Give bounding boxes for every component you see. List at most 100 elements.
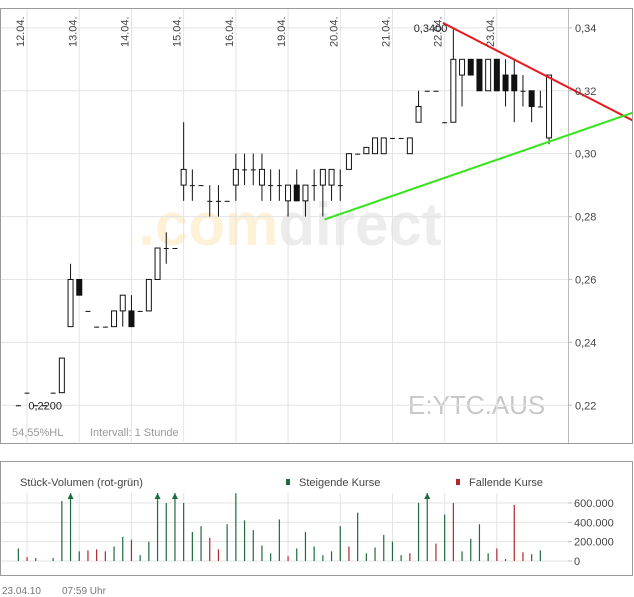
- candle-body: [76, 278, 83, 296]
- candle-body: [328, 168, 335, 186]
- trendline: [442, 21, 632, 122]
- candle-body: [380, 137, 387, 155]
- trendline: [324, 111, 632, 221]
- candle-body: [189, 185, 195, 187]
- candle-body: [242, 169, 248, 171]
- legend-label: Fallende Kurse: [469, 477, 543, 489]
- x-tick-label: 16.04.: [224, 16, 236, 47]
- candle-body: [94, 326, 100, 328]
- candle-body: [15, 405, 21, 407]
- candle-body: [41, 405, 47, 407]
- candle-body: [154, 247, 161, 280]
- range-note: 54,55%HL: [12, 427, 63, 439]
- candle-body: [198, 185, 204, 187]
- candle-body: [319, 168, 326, 186]
- candle-body: [476, 58, 483, 92]
- candle-body: [224, 200, 230, 202]
- candle-body: [528, 90, 535, 107]
- candle-body: [85, 310, 91, 312]
- candle-body: [502, 74, 509, 92]
- volume-plot: 0 200.000 400.000 600.000 Steigende Kurse Fal…: [1, 477, 614, 568]
- candle-body: [442, 122, 448, 124]
- legend-swatch: [286, 479, 290, 485]
- price-labels: 0,22 0,24 0,26 0,28 0,30 0,32 0,34 12.04. 13.04.…: [15, 16, 596, 412]
- candle-body: [119, 294, 126, 312]
- candle-body: [546, 74, 553, 139]
- annotation: 0,3400: [414, 23, 448, 35]
- y-tick-label: 0,26: [575, 274, 596, 286]
- candle-body: [511, 74, 518, 92]
- x-tick-label: 21.04.: [380, 16, 392, 47]
- overflow-arrow: [424, 493, 431, 499]
- candle-body: [172, 248, 178, 250]
- candle-body: [493, 58, 500, 92]
- candle-body: [232, 168, 239, 186]
- interval: Intervall: 1 Stunde: [90, 427, 179, 439]
- y-tick-label: 0,32: [575, 86, 596, 98]
- candle-body: [180, 168, 187, 186]
- candle-body: [276, 185, 282, 187]
- candle-body: [467, 58, 474, 76]
- y-tick-label: 0,30: [575, 149, 596, 161]
- x-tick-label: 13.04.: [67, 16, 79, 47]
- candle-body: [520, 90, 526, 92]
- x-tick-label: 22.04.: [433, 16, 445, 47]
- x-tick-label: 23.04.: [485, 16, 497, 47]
- candle-body: [58, 357, 65, 394]
- y-tick-label: 0,24: [575, 337, 596, 349]
- candle-body: [50, 392, 56, 394]
- candle-body: [137, 310, 143, 312]
- candle-body: [111, 310, 118, 328]
- candle-body: [258, 168, 265, 186]
- footer-date: 23.04.10: [2, 586, 41, 597]
- candle-body: [450, 58, 457, 123]
- volume-title: Stück-Volumen (rot-grün): [20, 477, 143, 489]
- y-tick-label: 600.000: [574, 498, 614, 510]
- overflow-arrow: [154, 493, 161, 499]
- candle-body: [389, 137, 395, 139]
- overflow-arrow: [67, 493, 74, 499]
- overflow-arrow: [171, 493, 178, 499]
- candle-body: [67, 278, 74, 328]
- candle-body: [537, 106, 543, 108]
- x-tick-label: 14.04.: [119, 16, 131, 47]
- candle-body: [102, 326, 108, 328]
- candle-body: [268, 185, 274, 187]
- x-tick-label: 15.04.: [172, 16, 184, 47]
- candle-body: [363, 146, 370, 155]
- candle-body: [33, 405, 39, 407]
- candle-body: [459, 58, 466, 76]
- candle-body: [24, 392, 30, 394]
- candle-body: [302, 184, 309, 202]
- candle-body: [345, 153, 352, 170]
- candle-body: [215, 200, 221, 202]
- candle-body: [250, 169, 256, 171]
- candle-body: [424, 90, 430, 92]
- y-tick-label: 0,28: [575, 212, 596, 224]
- candle-body: [128, 310, 135, 328]
- candle-body: [355, 153, 361, 155]
- candle-body: [311, 185, 317, 187]
- x-tick-label: 12.04.: [15, 16, 27, 47]
- y-tick-label: 0,22: [575, 400, 596, 412]
- annotation: 0,2200: [28, 400, 62, 412]
- legend-swatch: [456, 479, 460, 485]
- y-tick-label: 400.000: [574, 517, 614, 529]
- candle-body: [285, 184, 292, 202]
- price-plot: [1, 9, 632, 442]
- volume-bars: [1, 493, 568, 562]
- y-tick-label: 0: [574, 556, 580, 568]
- y-tick-label: 200.000: [574, 537, 614, 549]
- x-tick-label: 19.04.: [276, 16, 288, 47]
- candle-body: [145, 278, 152, 312]
- watermark-part: .com: [138, 191, 278, 258]
- candle-body: [337, 185, 343, 187]
- candle-body: [372, 137, 379, 155]
- x-tick-label: 20.04.: [328, 16, 340, 47]
- candle-body: [415, 105, 422, 123]
- legend-label: Steigende Kurse: [299, 477, 380, 489]
- candle-body: [293, 184, 300, 202]
- candle-body: [207, 200, 213, 202]
- main-panel: [0, 8, 633, 444]
